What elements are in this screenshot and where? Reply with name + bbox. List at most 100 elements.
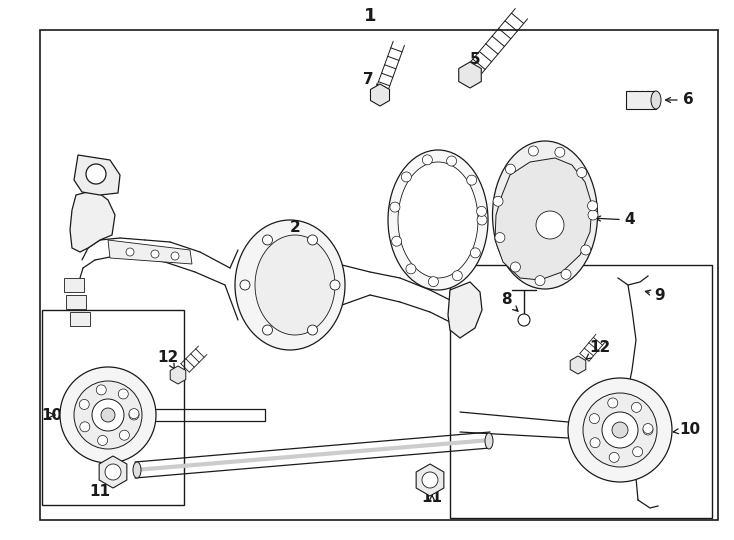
Circle shape: [535, 275, 545, 286]
Bar: [66, 295, 86, 309]
Circle shape: [476, 206, 487, 217]
Text: 10: 10: [41, 408, 62, 422]
Text: 9: 9: [645, 287, 665, 302]
Circle shape: [493, 196, 503, 206]
Polygon shape: [74, 155, 120, 195]
Polygon shape: [570, 356, 586, 374]
Circle shape: [60, 367, 156, 463]
Circle shape: [171, 252, 179, 260]
Text: 5: 5: [470, 52, 480, 74]
Text: 2: 2: [289, 220, 300, 254]
Polygon shape: [448, 282, 482, 338]
Circle shape: [86, 164, 106, 184]
Circle shape: [510, 262, 520, 272]
Ellipse shape: [255, 235, 335, 335]
Polygon shape: [108, 240, 192, 264]
Ellipse shape: [235, 220, 345, 350]
Circle shape: [129, 409, 139, 419]
Circle shape: [467, 175, 476, 185]
Circle shape: [390, 202, 400, 212]
Text: 7: 7: [363, 72, 379, 89]
Ellipse shape: [651, 91, 661, 109]
Polygon shape: [70, 190, 115, 252]
Circle shape: [588, 210, 598, 220]
Bar: [42, 310, 184, 505]
Circle shape: [587, 201, 597, 211]
Circle shape: [406, 264, 416, 274]
Circle shape: [422, 472, 438, 488]
Circle shape: [568, 378, 672, 482]
Text: 11: 11: [421, 490, 443, 505]
Circle shape: [495, 233, 505, 242]
Circle shape: [477, 215, 487, 225]
Circle shape: [422, 155, 432, 165]
Circle shape: [643, 423, 653, 434]
Circle shape: [263, 325, 272, 335]
Circle shape: [555, 147, 565, 157]
Bar: [64, 278, 84, 292]
Circle shape: [609, 453, 619, 462]
Circle shape: [101, 408, 115, 422]
Circle shape: [79, 400, 90, 409]
Circle shape: [118, 389, 128, 399]
Circle shape: [74, 381, 142, 449]
Text: 6: 6: [666, 92, 694, 107]
Ellipse shape: [133, 462, 141, 478]
Circle shape: [98, 435, 108, 445]
Circle shape: [263, 235, 272, 245]
Polygon shape: [495, 158, 592, 280]
Circle shape: [470, 248, 480, 258]
Text: 12: 12: [586, 341, 611, 359]
Circle shape: [643, 425, 653, 435]
Text: 8: 8: [501, 293, 518, 311]
Circle shape: [240, 280, 250, 290]
Circle shape: [518, 314, 530, 326]
Ellipse shape: [398, 162, 478, 278]
Circle shape: [590, 438, 600, 448]
Circle shape: [151, 250, 159, 258]
Circle shape: [129, 410, 139, 420]
Circle shape: [401, 172, 411, 182]
Circle shape: [308, 325, 318, 335]
Circle shape: [80, 422, 90, 432]
Circle shape: [126, 248, 134, 256]
Circle shape: [308, 235, 318, 245]
Circle shape: [536, 211, 564, 239]
Circle shape: [602, 412, 638, 448]
Circle shape: [631, 402, 642, 413]
Circle shape: [528, 146, 538, 156]
Bar: [70, 312, 90, 326]
Circle shape: [429, 276, 438, 287]
Circle shape: [633, 447, 643, 457]
Text: 1: 1: [364, 7, 377, 25]
Polygon shape: [459, 62, 482, 88]
Text: 4: 4: [595, 213, 636, 227]
Circle shape: [589, 414, 600, 423]
Circle shape: [120, 430, 129, 440]
Ellipse shape: [493, 141, 597, 289]
Ellipse shape: [485, 433, 493, 449]
Circle shape: [561, 269, 571, 279]
Ellipse shape: [388, 150, 488, 290]
Circle shape: [506, 164, 515, 174]
Bar: [626, 91, 656, 109]
Text: 12: 12: [157, 350, 178, 369]
Circle shape: [608, 398, 618, 408]
Polygon shape: [99, 456, 127, 488]
Circle shape: [577, 167, 586, 178]
Circle shape: [92, 399, 124, 431]
Text: 3: 3: [403, 218, 424, 233]
Polygon shape: [416, 464, 444, 496]
Polygon shape: [371, 84, 390, 106]
Circle shape: [612, 422, 628, 438]
Circle shape: [330, 280, 340, 290]
Circle shape: [581, 245, 591, 255]
Circle shape: [446, 156, 457, 166]
Text: 10: 10: [673, 422, 700, 437]
Circle shape: [583, 393, 657, 467]
Circle shape: [96, 385, 106, 395]
Circle shape: [392, 236, 401, 246]
Text: 11: 11: [90, 479, 112, 500]
Circle shape: [105, 464, 121, 480]
Circle shape: [452, 271, 462, 281]
